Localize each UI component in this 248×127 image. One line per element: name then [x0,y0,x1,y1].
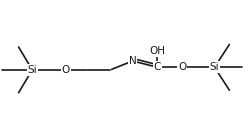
Text: O: O [178,62,186,72]
Text: O: O [62,65,70,75]
Text: N: N [129,56,137,66]
Text: C: C [154,62,161,72]
Text: Si: Si [28,65,37,75]
Text: OH: OH [150,46,165,56]
Text: Si: Si [210,62,219,72]
